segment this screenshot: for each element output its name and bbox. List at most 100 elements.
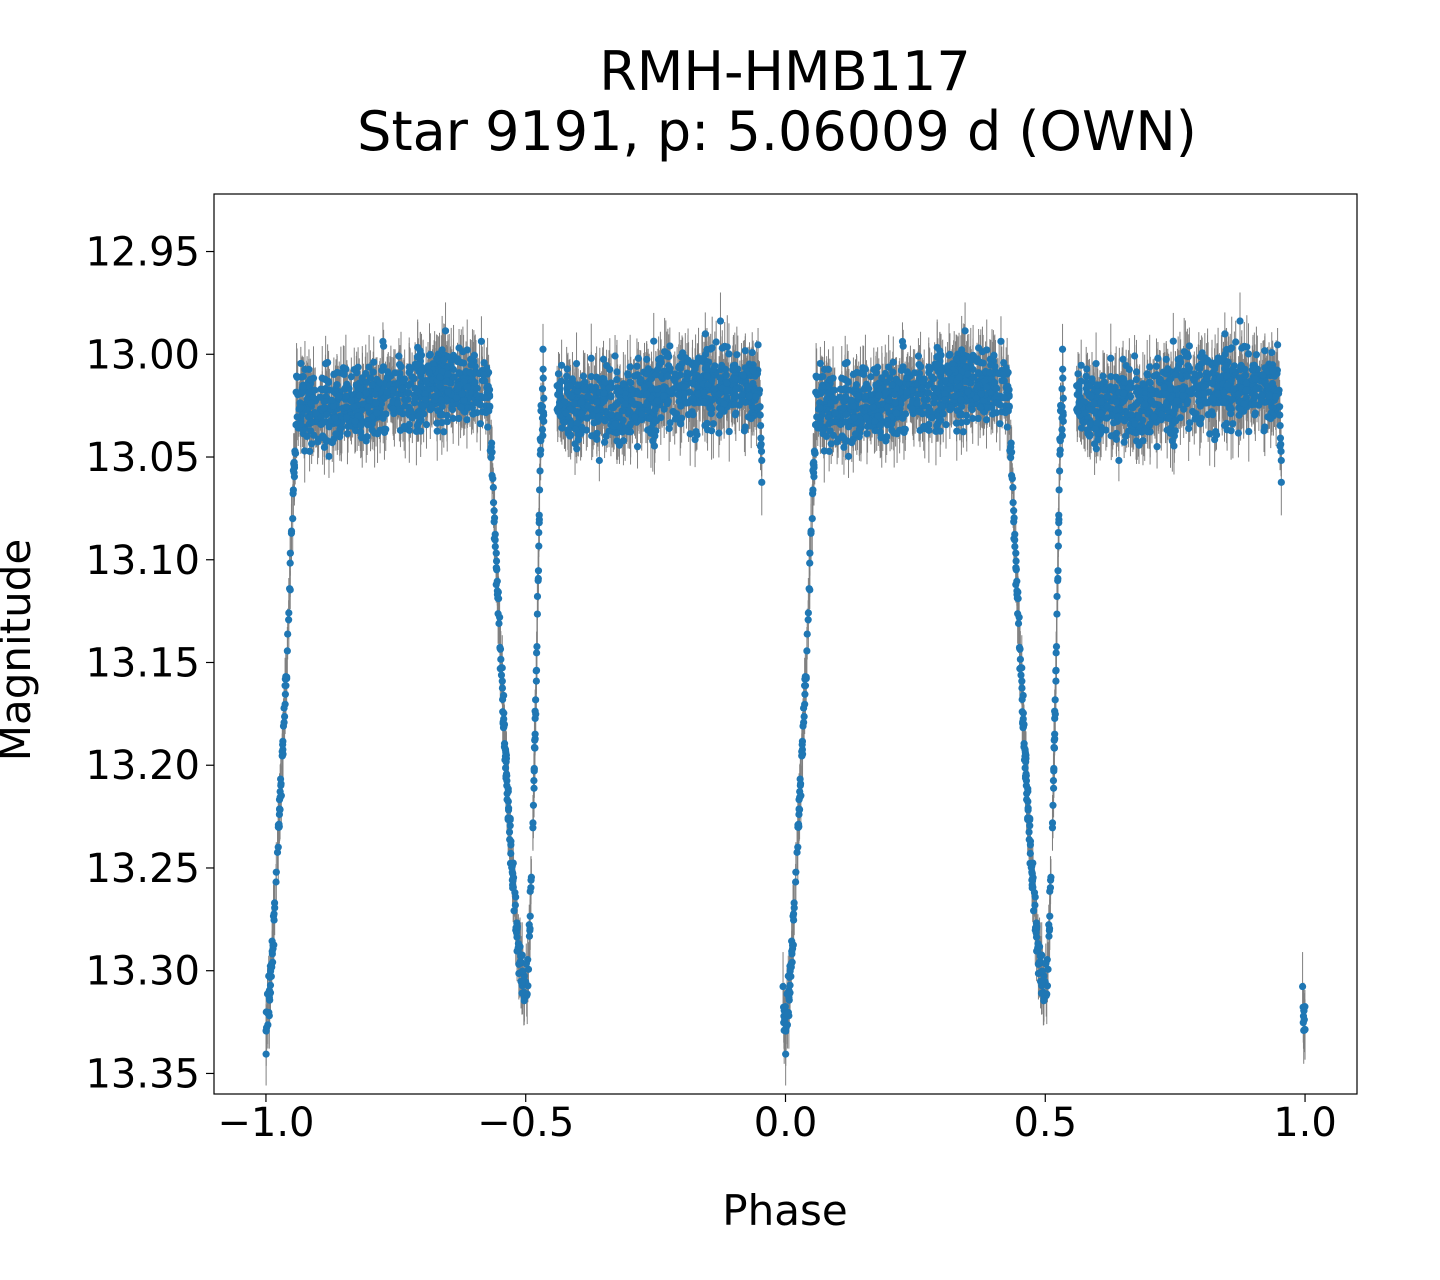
data-point: [489, 483, 497, 492]
data-point: [531, 730, 539, 738]
data-point: [707, 410, 715, 418]
data-point: [1077, 361, 1085, 369]
data-point: [816, 359, 824, 368]
data-point: [806, 549, 814, 557]
data-point: [633, 443, 642, 451]
data-point: [1080, 418, 1088, 426]
data-point: [1153, 443, 1161, 451]
data-point: [792, 868, 800, 876]
data-point: [1049, 801, 1057, 809]
data-point: [477, 337, 486, 345]
data-point: [678, 414, 686, 422]
data-point: [671, 415, 680, 423]
data-point: [567, 420, 575, 428]
data-point: [1037, 989, 1046, 997]
data-point: [820, 447, 828, 455]
data-point: [1026, 849, 1034, 858]
data-point: [914, 352, 923, 360]
data-point: [440, 428, 448, 436]
data-point: [996, 420, 1004, 428]
data-point: [1277, 478, 1285, 486]
data-point: [506, 822, 514, 830]
data-point: [758, 478, 766, 486]
data-point: [881, 369, 889, 378]
data-point: [1026, 822, 1034, 830]
data-point: [286, 549, 294, 557]
data-point: [800, 712, 808, 721]
data-point: [538, 385, 547, 393]
data-point: [291, 449, 300, 457]
data-point: [889, 358, 897, 366]
data-point: [643, 355, 651, 363]
data-point: [1044, 965, 1052, 973]
data-point: [804, 609, 812, 617]
data-point: [533, 592, 542, 601]
data-point: [631, 372, 639, 380]
data-point: [518, 989, 526, 997]
data-point: [801, 690, 809, 698]
data-point: [532, 696, 540, 704]
data-point: [270, 910, 278, 918]
data-point: [1054, 542, 1062, 550]
data-point: [789, 910, 798, 918]
data-point: [1086, 420, 1095, 428]
data-point: [1107, 354, 1115, 362]
data-point: [1009, 483, 1017, 492]
data-point: [476, 420, 484, 428]
data-point: [863, 430, 871, 438]
data-point: [281, 682, 289, 690]
data-point: [277, 781, 285, 790]
data-point: [343, 430, 352, 438]
data-point: [1197, 414, 1205, 422]
data-point: [1150, 372, 1158, 380]
data-point: [613, 376, 621, 384]
data-point: [602, 432, 610, 440]
data-point: [507, 849, 515, 858]
data-point: [1191, 415, 1199, 423]
data-point: [558, 361, 566, 369]
data-point: [1300, 1016, 1308, 1024]
data-point: [289, 514, 297, 523]
data-point: [1162, 355, 1170, 363]
data-point: [997, 337, 1005, 345]
data-point: [492, 580, 500, 589]
data-point: [489, 499, 498, 507]
data-point: [1029, 907, 1038, 915]
data-point: [961, 327, 969, 335]
data-point: [1169, 337, 1177, 345]
data-point: [395, 352, 403, 360]
data-point: [1185, 342, 1193, 350]
data-point: [370, 358, 378, 366]
data-point: [1012, 580, 1020, 589]
data-point: [1276, 421, 1284, 430]
data-point: [297, 359, 305, 368]
data-point: [1227, 410, 1235, 418]
data-point: [301, 447, 309, 455]
data-point: [1122, 432, 1130, 440]
data-point: [1052, 649, 1060, 657]
data-point: [362, 369, 370, 378]
data-point: [1092, 359, 1100, 368]
data-point: [285, 609, 293, 617]
data-point: [796, 781, 804, 790]
data-point: [757, 421, 765, 430]
data-point: [959, 428, 967, 436]
data-point: [709, 420, 717, 428]
data-point: [801, 682, 809, 690]
data-point: [844, 452, 853, 460]
data-point: [811, 449, 819, 457]
data-point: [281, 712, 289, 721]
data-point: [600, 438, 609, 446]
data-point: [510, 907, 518, 915]
data-point: [535, 542, 543, 550]
chart-title: RMH-HMB117: [599, 40, 971, 103]
data-point: [1009, 499, 1017, 507]
data-point: [1232, 338, 1240, 346]
data-point: [1276, 411, 1284, 419]
data-point: [1053, 592, 1061, 601]
data-points-layer: [262, 317, 1309, 1058]
data-point: [325, 452, 333, 460]
data-point: [1051, 696, 1059, 704]
data-point: [650, 337, 658, 345]
